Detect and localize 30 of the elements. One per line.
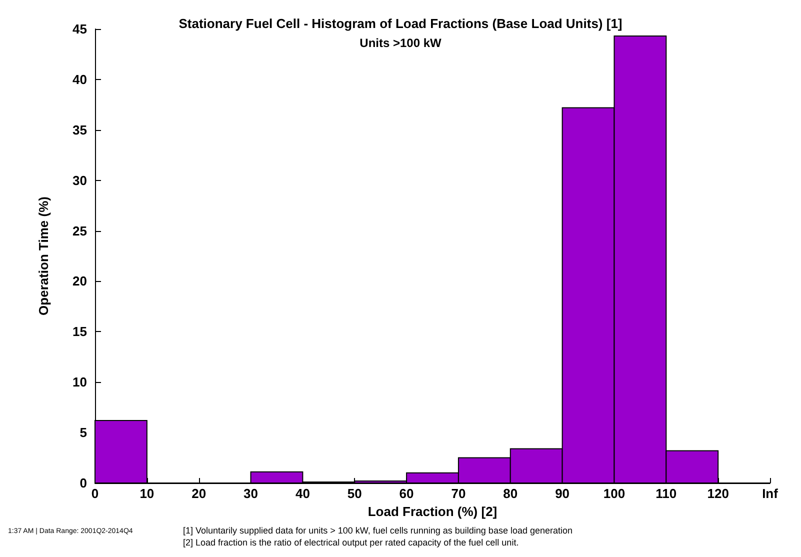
y-tick-label: 20	[72, 274, 87, 289]
x-tick-label: 100	[603, 486, 626, 501]
y-tick-label: 40	[72, 72, 87, 87]
x-tick-label: 10	[140, 486, 154, 501]
x-tick-label: 70	[451, 486, 466, 501]
y-tick-label: 5	[80, 425, 87, 440]
y-tick-label: 25	[72, 223, 87, 238]
text: [1] Voluntarily supplied data for units > 100 kW, fuel cells running as building base load generation	[183, 526, 573, 536]
x-tick-label: 20	[192, 486, 206, 501]
chart-title: Stationary Fuel Cell - Histogram of Load Fractions (Base Load Units) [1]	[178, 16, 622, 31]
x-tick-label: 90	[555, 486, 570, 501]
x-tick-label: 30	[244, 486, 258, 501]
x-tick-label: Inf	[762, 486, 779, 501]
y-tick-label: 35	[72, 122, 87, 138]
y-tick-label: 45	[72, 22, 87, 36]
y-tick-label: 15	[72, 324, 87, 340]
x-tick-label: 50	[347, 486, 362, 501]
text: [2] Load fraction is the ratio of electrical output per rated capacity of the fuel cell unit.	[183, 538, 519, 548]
x-tick-label: 120	[707, 486, 729, 501]
x-axis-title: Load Fraction (%) [2]	[368, 504, 498, 519]
x-tick-label: 40	[295, 486, 310, 501]
y-tick-label: 10	[72, 374, 87, 390]
x-tick-label: 80	[503, 486, 518, 501]
x-tick-label: 110	[656, 486, 677, 501]
text: Units >100 kW	[360, 36, 442, 50]
y-axis-title: Operation Time (%)	[36, 196, 51, 316]
x-tick-label: 0	[91, 486, 99, 501]
y-tick-label: 0	[80, 476, 87, 490]
x-tick-label: 60	[399, 486, 414, 501]
y-tick-label: 30	[72, 172, 87, 188]
